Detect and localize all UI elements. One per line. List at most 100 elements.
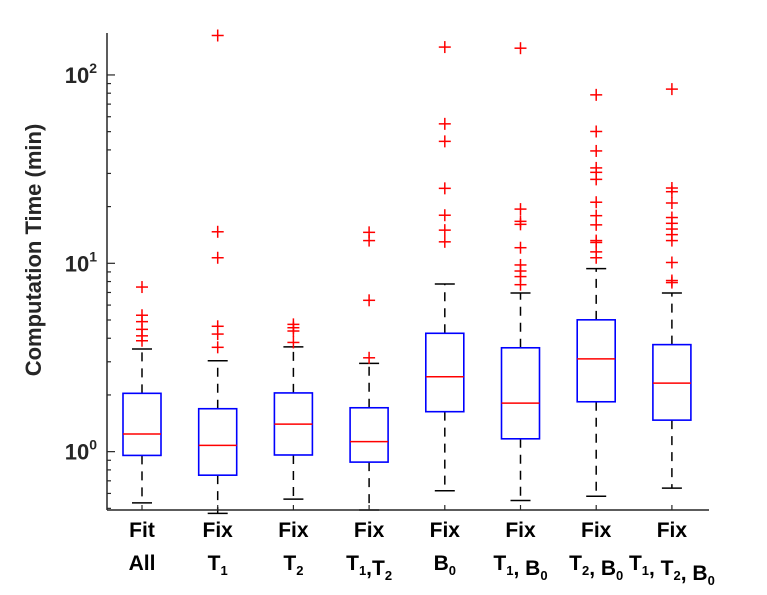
x-label-subscript: 0 — [616, 568, 623, 583]
outlier-marker — [514, 203, 527, 216]
x-label-subscript: 2 — [385, 568, 392, 583]
x-label-text: Fix — [430, 519, 461, 542]
outlier-marker — [438, 182, 451, 195]
outlier-marker — [590, 125, 603, 138]
x-label-text: Fix — [657, 519, 688, 542]
box-group — [652, 83, 692, 489]
outlier-marker — [665, 276, 678, 289]
box — [122, 392, 162, 457]
x-label-text: , T — [649, 557, 674, 580]
outlier-marker — [438, 41, 451, 54]
x-tick-label: T2 — [283, 552, 303, 578]
x-tick-label: T1, B0 — [493, 552, 547, 583]
outlier-marker — [514, 218, 527, 231]
outlier-marker — [438, 224, 451, 237]
outlier-marker — [211, 225, 224, 238]
box — [576, 319, 617, 403]
x-label-text: Fix — [203, 519, 234, 542]
outlier-marker — [665, 196, 678, 209]
x-tick-label: B0 — [434, 552, 456, 578]
x-label-text: Fit — [129, 519, 155, 542]
x-tick-label: Fit — [129, 519, 155, 542]
box — [349, 406, 389, 463]
outlier-marker — [665, 185, 678, 198]
x-tick-label: Fix — [505, 519, 536, 542]
outlier-marker — [211, 251, 224, 264]
x-label-text: , B — [513, 557, 540, 580]
x-label-subscript: 0 — [449, 563, 456, 578]
x-tick-label: Fix — [581, 519, 612, 542]
outlier-marker — [514, 42, 527, 55]
outlier-marker — [287, 325, 300, 338]
outlier-marker — [514, 241, 527, 254]
y-tick-label: 101 — [65, 248, 97, 276]
x-label-text: B — [434, 552, 449, 575]
outlier-marker — [590, 144, 603, 157]
box — [424, 332, 465, 413]
outlier-marker — [211, 341, 224, 354]
outlier-marker — [590, 218, 603, 231]
x-label-subscript: 1 — [220, 563, 227, 578]
box-group — [197, 29, 238, 515]
outlier-marker — [136, 281, 148, 294]
x-label-subscript: 0 — [540, 568, 547, 583]
outlier-marker — [363, 234, 376, 247]
x-tick-label: Fix — [657, 519, 688, 542]
y-tick-label: 102 — [65, 60, 97, 88]
x-label-text: Fix — [354, 519, 385, 542]
x-label-text: , B — [589, 557, 616, 580]
x-label-subscript: 1 — [506, 563, 513, 578]
box — [500, 346, 541, 440]
y-tick-base: 10 — [65, 440, 89, 465]
y-axis-label: Computation Time (min) — [21, 124, 46, 377]
y-tick-exponent: 0 — [89, 437, 97, 453]
x-label-text: T — [346, 552, 359, 575]
x-label-subscript: 1 — [642, 563, 649, 578]
x-label-text: Fix — [278, 519, 309, 542]
x-label-subscript: 2 — [582, 563, 589, 578]
x-label-text: , B — [681, 562, 708, 585]
x-tick-label: Fix — [203, 519, 234, 542]
box-group — [576, 88, 617, 497]
x-label-text: T — [283, 552, 296, 575]
x-tick-label: Fix — [278, 519, 309, 542]
outlier-marker — [211, 29, 224, 42]
y-tick-exponent: 1 — [89, 248, 97, 264]
x-tick-label: Fix — [430, 519, 461, 542]
x-tick-label: T1,T2 — [346, 552, 392, 583]
x-label-text: T — [569, 552, 582, 575]
x-label-subscript: 2 — [296, 563, 303, 578]
x-label-text: Fix — [505, 519, 536, 542]
outlier-marker — [590, 88, 603, 101]
box-group — [122, 281, 162, 504]
box — [652, 343, 692, 421]
x-tick-label: All — [129, 552, 156, 575]
outlier-marker — [363, 294, 376, 307]
y-tick-exponent: 2 — [89, 60, 97, 76]
x-label-text: ,T — [366, 557, 385, 580]
x-label-subscript: 0 — [708, 573, 715, 588]
box-group — [349, 226, 389, 511]
plot-area — [122, 29, 692, 515]
outlier-marker — [665, 234, 678, 247]
outlier-marker — [514, 278, 527, 291]
box-group — [424, 41, 465, 492]
x-tick-label: Fix — [354, 519, 385, 542]
x-label-text: All — [129, 552, 156, 575]
x-label-text: T — [493, 552, 506, 575]
outlier-marker — [438, 135, 451, 148]
box — [197, 407, 238, 476]
outlier-marker — [590, 196, 603, 209]
outlier-marker — [590, 251, 603, 264]
box-group — [273, 318, 314, 500]
x-tick-label: T1 — [208, 552, 228, 578]
y-tick-base: 10 — [65, 251, 89, 276]
x-tick-label: T1, T2, B0 — [629, 552, 715, 588]
outlier-marker — [438, 117, 451, 130]
x-label-text: T — [629, 552, 642, 575]
x-label-text: T — [208, 552, 221, 575]
box-group — [500, 42, 541, 502]
x-label-text: Fix — [581, 519, 612, 542]
